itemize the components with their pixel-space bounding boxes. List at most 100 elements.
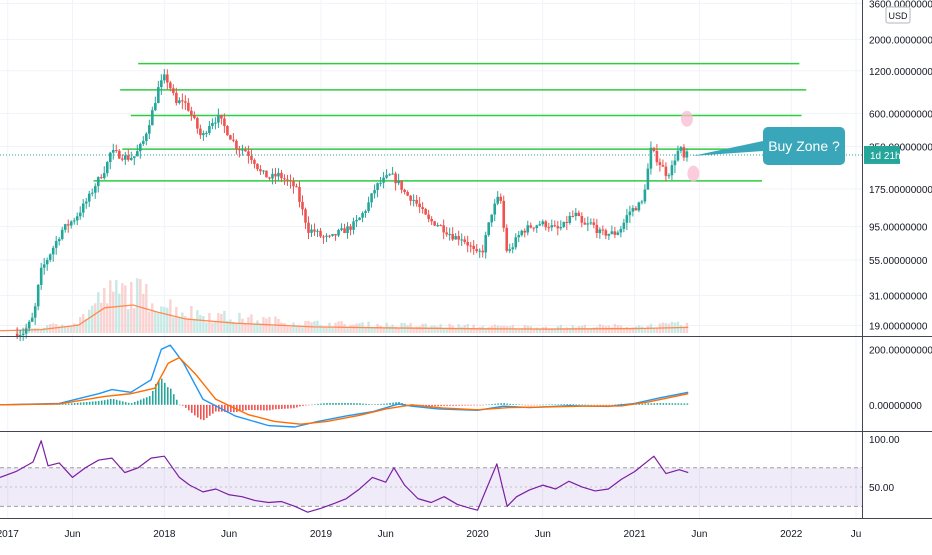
countdown-badge (864, 145, 900, 164)
candle-body (111, 149, 115, 153)
macd-histogram-bar (443, 404, 445, 406)
volume-bar (373, 328, 376, 333)
candle-body (397, 180, 400, 184)
volume-bar (64, 326, 67, 333)
candle-body (289, 180, 292, 182)
candle-body (172, 88, 175, 93)
currency-label[interactable]: USD (888, 11, 908, 21)
volume-bar (430, 325, 433, 333)
candle-body (48, 254, 52, 260)
macd-histogram-bar (67, 403, 70, 405)
candle-body (78, 212, 82, 217)
macd-histogram-bar (386, 403, 388, 405)
macd-histogram-bar (257, 404, 259, 411)
candle-body (538, 224, 542, 226)
macd-histogram-bar (347, 402, 349, 405)
macd-histogram-bar (437, 404, 439, 407)
candle-body (102, 173, 106, 179)
candle-body (114, 149, 118, 151)
macd-histogram-bar (653, 403, 656, 405)
macd-histogram-bar (659, 403, 662, 405)
macd-histogram-bar (395, 402, 397, 405)
macd-histogram-bar (296, 404, 298, 408)
candle-body (15, 333, 19, 338)
volume-bar (460, 326, 463, 333)
candle-body (277, 172, 280, 177)
candle-body (445, 232, 448, 235)
volume-bar (406, 325, 409, 333)
macd-histogram-bar (542, 404, 545, 406)
time-tick-label: Jun (691, 529, 707, 540)
volume-bar (112, 291, 115, 333)
macd-histogram-bar (326, 403, 328, 405)
candle-body (556, 226, 560, 229)
volume-bar (175, 307, 178, 333)
macd-histogram-bar (392, 402, 394, 405)
candle-body (247, 151, 250, 156)
volume-bar (160, 306, 163, 333)
volume-bar (643, 328, 647, 333)
macd-histogram-bar (263, 404, 265, 411)
volume-bar (538, 329, 541, 333)
time-tick-label: Ju (851, 529, 862, 540)
price-tick-label: 55.00000000 (869, 256, 928, 267)
macd-histogram-bar (178, 404, 181, 406)
macd-histogram-bar (446, 404, 448, 406)
macd-histogram-bar (278, 404, 280, 410)
macd-histogram-bar (293, 404, 295, 409)
volume-bar (505, 326, 508, 333)
volume-bar (202, 316, 205, 333)
highlight-oval (687, 165, 700, 182)
candle-body (54, 241, 58, 248)
candle-body (241, 149, 244, 151)
macd-histogram-bar (569, 404, 572, 405)
volume-bar (547, 329, 550, 333)
candle-body (358, 217, 361, 220)
volume-bar (154, 312, 157, 333)
volume-bar (265, 318, 268, 333)
macd-histogram-bar (593, 404, 596, 406)
price-tick-label: 600.00000000 (869, 109, 932, 120)
candle-body (193, 114, 196, 119)
candle-body (625, 215, 629, 223)
macd-histogram-bar (458, 404, 460, 406)
candle-body (199, 128, 202, 136)
candle-body (463, 239, 466, 242)
candle-body (583, 222, 587, 225)
volume-bar (79, 317, 82, 333)
macd-histogram-bar (524, 404, 526, 406)
volume-bar (211, 322, 214, 333)
volume-bar (181, 312, 184, 333)
candle-body (496, 196, 500, 204)
volume-bar (568, 328, 572, 333)
macd-histogram-bar (64, 403, 67, 405)
horizontal-levels (0, 62, 862, 182)
macd-histogram-bar (575, 404, 578, 405)
macd-histogram-bar (227, 404, 229, 412)
volume-bar (604, 326, 608, 333)
candle-body (664, 166, 668, 176)
candle-body (145, 133, 148, 141)
candle-body (81, 203, 85, 213)
currency-box[interactable] (885, 6, 911, 24)
candle-body (57, 239, 61, 242)
volume-bar (178, 316, 181, 333)
candle-body (571, 215, 575, 217)
macd-histogram-bar (611, 404, 614, 406)
candle-body (349, 226, 352, 230)
macd-histogram-bar (251, 404, 253, 411)
volume-bar (310, 322, 313, 333)
price-tick-label: 1200.00000000 (869, 67, 932, 78)
candle-body (586, 223, 590, 225)
volume-bar (427, 327, 430, 333)
candle-body (433, 221, 436, 226)
volume-bar (42, 327, 46, 333)
macd-histogram-bar (212, 404, 214, 414)
price-tick-label: 350.00000000 (869, 142, 932, 153)
candle-body (427, 214, 430, 219)
volume-bar (130, 281, 133, 333)
macd-histogram-bar (269, 404, 271, 411)
candle-body (547, 227, 551, 229)
volume-bar (679, 324, 683, 333)
volume-bar (124, 285, 127, 333)
